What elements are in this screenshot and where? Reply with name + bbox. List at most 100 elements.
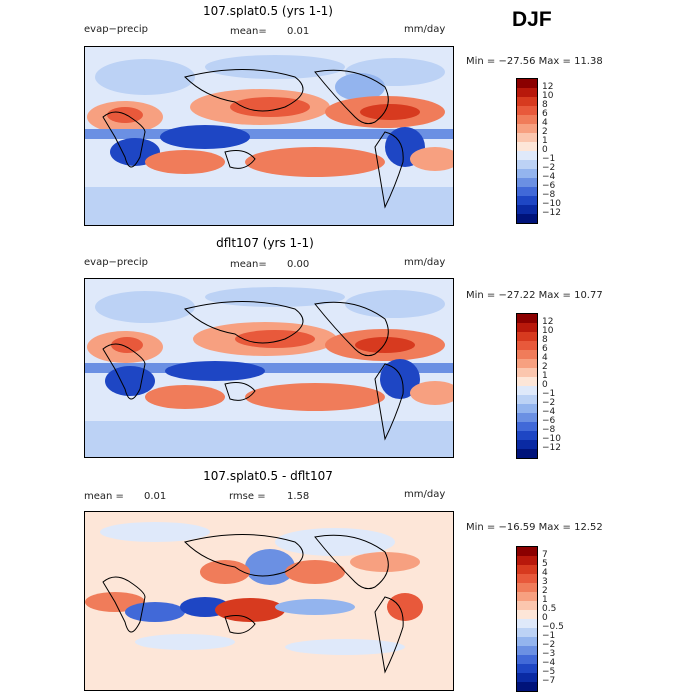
colorbar-swatch [517, 628, 537, 637]
colorbar-swatch [517, 431, 537, 440]
panel-1-variable-label: evap−precip [84, 24, 148, 35]
colorbar-tick-label: 8 [542, 335, 548, 345]
panel-2-title: dflt107 (yrs 1-1) [216, 236, 314, 250]
colorbar-swatch [517, 583, 537, 592]
colorbar-tick-label: −2 [542, 398, 556, 408]
colorbar-swatch [517, 332, 537, 341]
colorbar-tick-label: 1 [542, 595, 548, 605]
colorbar-swatch [517, 196, 537, 205]
panel-2-colorbar [516, 313, 538, 459]
colorbar-tick-label: 4 [542, 353, 548, 363]
colorbar-swatch [517, 646, 537, 655]
colorbar-tick-label: −4 [542, 658, 556, 668]
colorbar-tick-label: 3 [542, 577, 548, 587]
colorbar-swatch [517, 106, 537, 115]
colorbar-swatch [517, 214, 537, 223]
colorbar-tick-label: 0 [542, 613, 548, 623]
colorbar-tick-label: 1 [542, 371, 548, 381]
colorbar-swatch [517, 341, 537, 350]
colorbar-swatch [517, 151, 537, 160]
colorbar-tick-label: 1 [542, 136, 548, 146]
panel-3-mean-label: mean = [84, 491, 124, 502]
colorbar-tick-label: −10 [542, 199, 561, 209]
colorbar-swatch [517, 449, 537, 458]
colorbar-tick-label: 7 [542, 550, 548, 560]
colorbar-swatch [517, 592, 537, 601]
colorbar-tick-label: −12 [542, 208, 561, 218]
colorbar-swatch [517, 556, 537, 565]
colorbar-swatch [517, 673, 537, 682]
panel-1-colorbar [516, 78, 538, 224]
panel-2-field [85, 279, 453, 457]
colorbar-swatch [517, 655, 537, 664]
colorbar-tick-label: −4 [542, 172, 556, 182]
colorbar-tick-label: −2 [542, 163, 556, 173]
colorbar-tick-label: −1 [542, 389, 556, 399]
colorbar-tick-label: −12 [542, 443, 561, 453]
colorbar-swatch [517, 97, 537, 106]
colorbar-tick-label: 10 [542, 91, 554, 101]
colorbar-tick-label: 6 [542, 344, 548, 354]
colorbar-swatch [517, 314, 537, 323]
colorbar-tick-label: 5 [542, 559, 548, 569]
colorbar-tick-label: 0.5 [542, 604, 557, 614]
colorbar-swatch [517, 187, 537, 196]
panel-3-rmse-value: 1.58 [287, 491, 310, 502]
colorbar-tick-label: 12 [542, 82, 554, 92]
colorbar-swatch [517, 610, 537, 619]
colorbar-swatch [517, 79, 537, 88]
colorbar-tick-label: −8 [542, 190, 556, 200]
colorbar-tick-label: 6 [542, 109, 548, 119]
panel-3-units: mm/day [404, 489, 446, 500]
colorbar-swatch [517, 619, 537, 628]
colorbar-swatch [517, 664, 537, 673]
colorbar-swatch [517, 133, 537, 142]
panel-2-map [84, 278, 454, 458]
colorbar-tick-label: −3 [542, 649, 556, 659]
colorbar-tick-label: 2 [542, 586, 548, 596]
colorbar-tick-label: −4 [542, 407, 556, 417]
colorbar-tick-label: −7 [542, 676, 556, 686]
colorbar-swatch [517, 637, 537, 646]
colorbar-swatch [517, 386, 537, 395]
colorbar-tick-label: −6 [542, 181, 556, 191]
colorbar-tick-label: −1 [542, 631, 556, 641]
panel-1-field [85, 47, 453, 225]
colorbar-tick-label: 8 [542, 100, 548, 110]
colorbar-swatch [517, 368, 537, 377]
panel-2-variable-label: evap−precip [84, 257, 148, 268]
panel-2-units: mm/day [404, 257, 446, 268]
panel-3-map [84, 511, 454, 691]
panel-3-field [85, 512, 453, 690]
panel-1-minmax: Min = −27.56 Max = 11.38 [466, 56, 603, 67]
colorbar-swatch [517, 413, 537, 422]
colorbar-swatch [517, 359, 537, 368]
colorbar-tick-label: 4 [542, 568, 548, 578]
colorbar-swatch [517, 169, 537, 178]
panel-1-mean-value: 0.01 [287, 26, 310, 37]
colorbar-tick-label: −5 [542, 667, 556, 677]
panel-3-rmse-label: rmse = [229, 491, 266, 502]
panel-1-units: mm/day [404, 24, 446, 35]
colorbar-tick-label: 12 [542, 317, 554, 327]
colorbar-tick-label: −6 [542, 416, 556, 426]
panel-2-mean-value: 0.00 [287, 259, 310, 270]
panel-3-mean-value: 0.01 [144, 491, 167, 502]
colorbar-tick-label: 4 [542, 118, 548, 128]
colorbar-swatch [517, 440, 537, 449]
colorbar-swatch [517, 323, 537, 332]
colorbar-swatch [517, 422, 537, 431]
colorbar-swatch [517, 115, 537, 124]
panel-1-map [84, 46, 454, 226]
colorbar-tick-label: −8 [542, 425, 556, 435]
colorbar-swatch [517, 178, 537, 187]
colorbar-swatch [517, 124, 537, 133]
colorbar-swatch [517, 395, 537, 404]
colorbar-tick-label: 2 [542, 127, 548, 137]
colorbar-swatch [517, 205, 537, 214]
panel-3-colorbar [516, 546, 538, 692]
colorbar-tick-label: 0 [542, 145, 548, 155]
colorbar-tick-label: 10 [542, 326, 554, 336]
colorbar-swatch [517, 350, 537, 359]
colorbar-swatch [517, 565, 537, 574]
